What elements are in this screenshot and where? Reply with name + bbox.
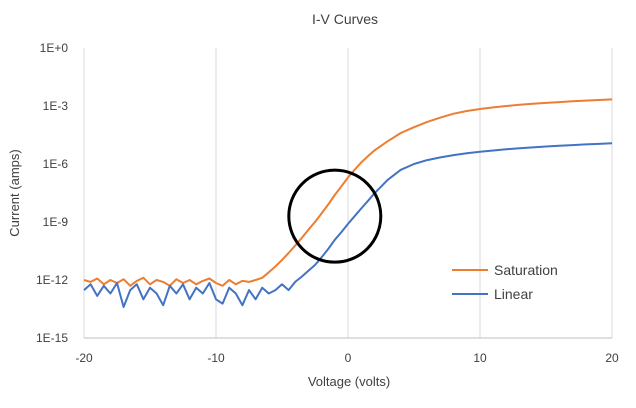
y-tick-label: 1E-3 bbox=[43, 99, 69, 113]
series-line-saturation bbox=[83, 98, 613, 287]
y-tick-label: 1E-15 bbox=[36, 331, 68, 345]
legend-label: Linear bbox=[494, 286, 533, 302]
x-tick-label: -10 bbox=[207, 351, 225, 365]
x-tick-label: 0 bbox=[345, 351, 352, 365]
x-tick-label: 10 bbox=[473, 351, 487, 365]
annotation-layer bbox=[287, 168, 383, 264]
grid-lines bbox=[215, 48, 613, 338]
x-axis-title: Voltage (volts) bbox=[308, 374, 390, 389]
x-tick-labels: -20 -10 0 10 20 bbox=[75, 351, 619, 365]
legend: Saturation Linear bbox=[452, 262, 558, 302]
y-tick-label: 1E-9 bbox=[43, 215, 69, 229]
chart-title: I-V Curves bbox=[312, 11, 378, 27]
y-tick-label: 1E-6 bbox=[43, 157, 69, 171]
x-tick-label: -20 bbox=[75, 351, 93, 365]
y-axis-title: Current (amps) bbox=[7, 149, 22, 236]
y-tick-label: 1E+0 bbox=[40, 41, 69, 55]
y-tick-label: 1E-12 bbox=[36, 273, 68, 287]
highlight-circle bbox=[287, 168, 383, 264]
x-tick-label: 20 bbox=[605, 351, 619, 365]
series-line-linear bbox=[83, 142, 613, 308]
legend-label: Saturation bbox=[494, 262, 558, 278]
y-tick-labels: 1E-15 1E-12 1E-9 1E-6 1E-3 1E+0 bbox=[36, 41, 68, 345]
series-layer bbox=[83, 98, 613, 308]
